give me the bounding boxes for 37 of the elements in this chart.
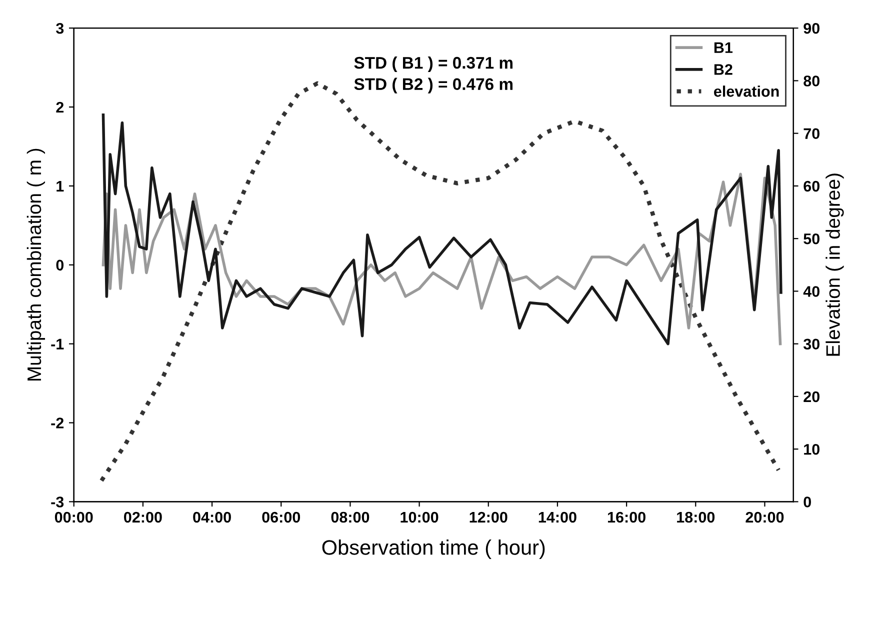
x-tick-label: 08:00 [331,512,370,523]
y2-tick-label: 70 [804,128,820,140]
x-tick-label: 10:00 [400,512,438,523]
legend-label: B1 [714,42,733,53]
y2-tick-label: 90 [804,22,820,34]
y-tick-label: 3 [56,22,64,34]
x-tick-label: 02:00 [124,512,162,523]
y-tick-label: -1 [51,338,64,350]
y2-tick-label: 0 [804,496,811,508]
legend-label: elevation [714,86,779,97]
x-tick-label: 12:00 [470,512,508,523]
y-tick-label: 2 [56,102,64,113]
annotation: STD ( B2 ) = 0.476 m [354,78,512,94]
annotation: STD ( B1 ) = 0.371 m [354,56,512,72]
x-tick-label: 00:00 [54,512,93,523]
x-tick-label: 06:00 [262,512,300,523]
y2-axis-title: Elevation ( in degree) [826,174,844,356]
x-axis-title: Observation time ( hour) [322,540,545,559]
y2-tick-label: 20 [804,391,820,402]
x-tick-label: 20:00 [746,512,784,523]
x-tick-label: 16:00 [608,512,646,523]
y2-tick-label: 40 [803,286,820,297]
y-tick-label: 1 [56,180,64,192]
y2-tick-label: 10 [804,444,820,455]
y2-tick-label: 50 [804,233,820,244]
y2-tick-label: 80 [804,76,820,86]
x-tick-label: 04:00 [193,512,231,523]
line-series [102,114,782,346]
y-axis-title: Multipath combination ( m ) [26,148,46,381]
y-tick-label: -2 [51,418,64,428]
y-tick-label: 0 [56,260,64,271]
y2-tick-label: 30 [803,338,820,350]
x-tick-label: 18:00 [677,512,715,523]
y2-tick-label: 60 [804,180,820,192]
y-tick-label: -3 [51,496,64,508]
x-tick-label: 14:00 [538,512,576,523]
legend-label: B2 [714,64,732,75]
